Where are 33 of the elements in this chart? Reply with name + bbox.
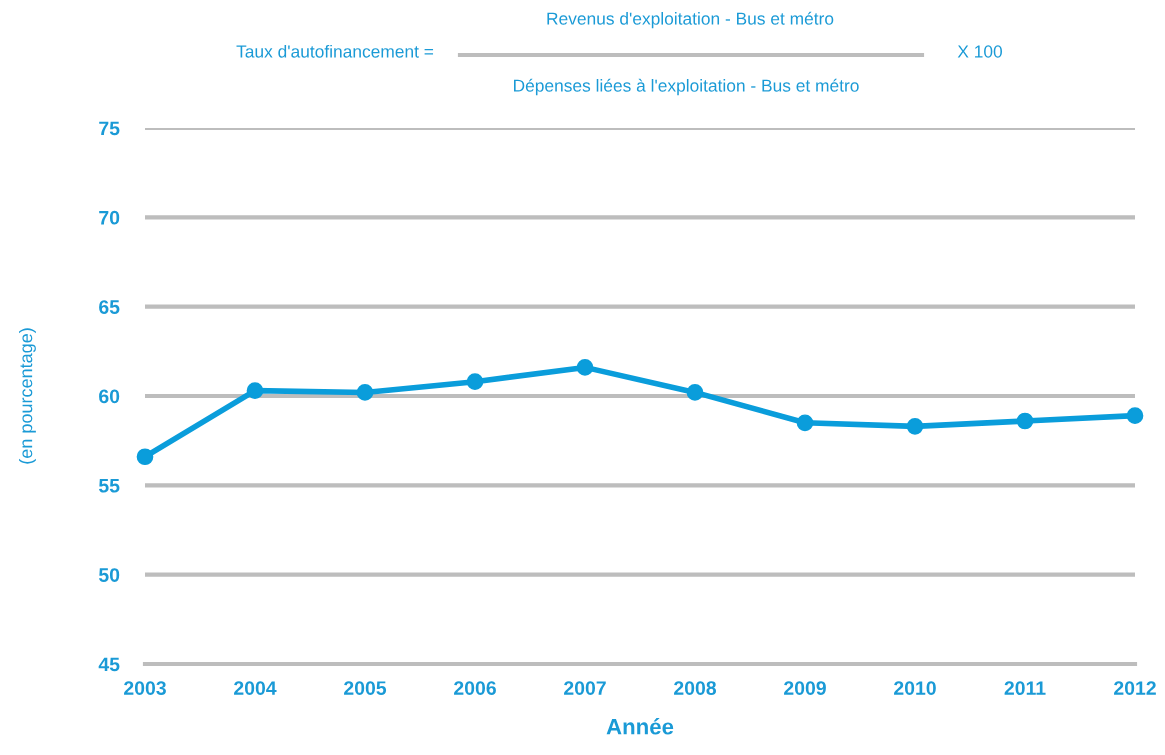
text: Dépenses liées à l'exploitation - Bus et métro bbox=[514, 78, 859, 96]
x-axis-title: Année bbox=[606, 718, 674, 735]
x-tick-label: 2004 bbox=[234, 681, 277, 695]
x-tick-label: 2011 bbox=[1004, 681, 1046, 695]
y-tick-label: 60 bbox=[99, 389, 120, 404]
point bbox=[796, 414, 814, 432]
y-tick-label: 45 bbox=[98, 657, 120, 672]
x-tick-label: 2006 bbox=[454, 681, 496, 695]
x-tick-label: 2009 bbox=[784, 681, 826, 695]
x-tick-label: 2008 bbox=[674, 681, 717, 695]
x-tick-label: 2003 bbox=[124, 681, 166, 695]
text: Taux d'autofinancement = bbox=[236, 44, 434, 58]
y-tick-label: 75 bbox=[99, 121, 120, 136]
y-tick-label: 50 bbox=[98, 568, 120, 582]
point bbox=[1016, 412, 1034, 430]
x-tick-label: 2010 bbox=[894, 681, 936, 695]
x-tick-label: 2012 bbox=[1114, 681, 1156, 695]
point bbox=[356, 384, 374, 401]
text: X 100 bbox=[957, 45, 1003, 58]
point bbox=[466, 373, 484, 391]
text: Revenus d'exploitation - Bus et métro bbox=[547, 11, 834, 29]
point bbox=[136, 448, 154, 466]
x-tick-label: 2005 bbox=[344, 681, 387, 695]
point bbox=[246, 382, 264, 399]
y-axis-title: (en pourcentage) bbox=[19, 328, 36, 464]
point bbox=[686, 384, 704, 401]
point bbox=[1126, 407, 1144, 424]
point bbox=[576, 359, 594, 376]
y-tick-label: 70 bbox=[99, 210, 120, 225]
x-tick-label: 2007 bbox=[564, 681, 606, 695]
point bbox=[906, 418, 924, 435]
y-tick-label: 55 bbox=[98, 479, 120, 493]
y-tick-label: 65 bbox=[99, 300, 120, 314]
